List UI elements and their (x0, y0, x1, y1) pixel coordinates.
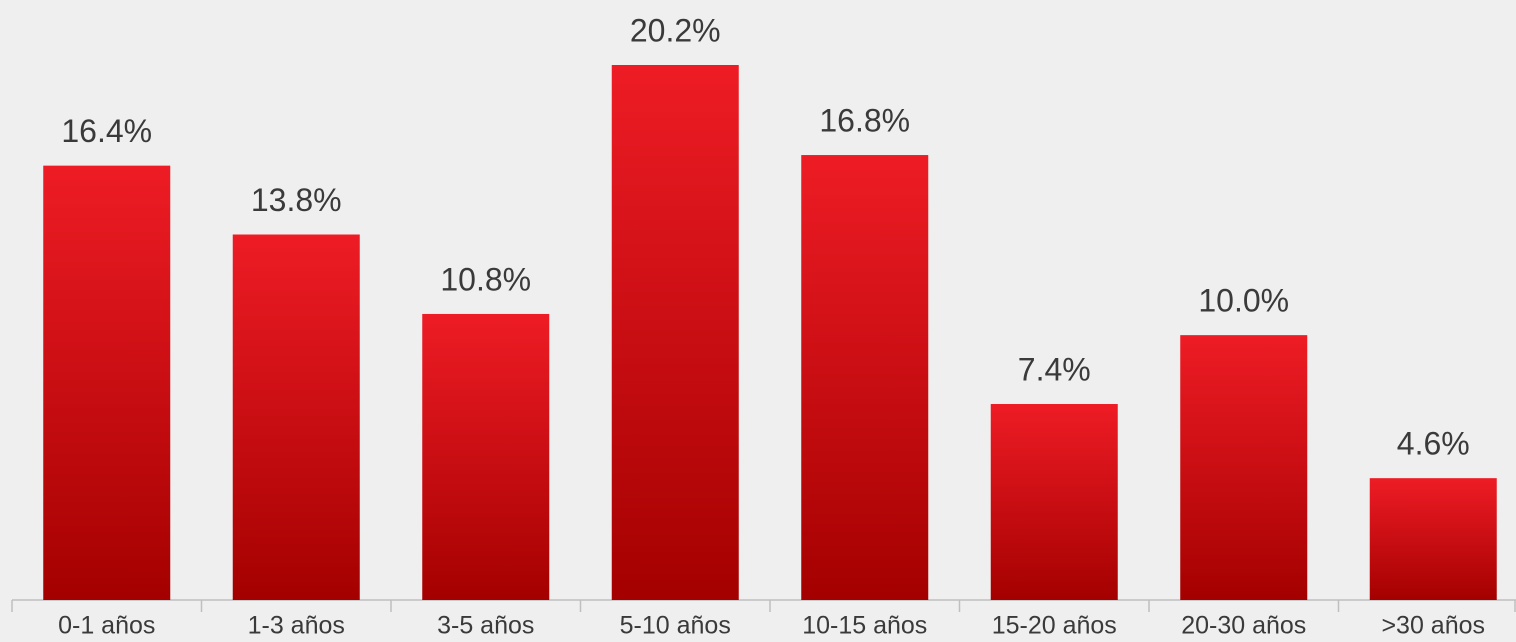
x-tick-label: 5-10 años (620, 612, 731, 640)
data-label: 4.6% (1397, 426, 1470, 462)
data-label: 16.8% (819, 103, 910, 139)
bar (1369, 478, 1497, 600)
bar (990, 404, 1118, 600)
x-tick-label: 10-15 años (802, 612, 927, 640)
data-label: 7.4% (1018, 351, 1091, 387)
bar (232, 234, 360, 600)
data-label: 13.8% (251, 182, 342, 218)
x-tick-label: 15-20 años (992, 612, 1117, 640)
x-tick-label: 0-1 años (58, 612, 155, 640)
x-tick-label: 3-5 años (437, 612, 534, 640)
x-tick-label: 20-30 años (1181, 612, 1306, 640)
bar (422, 313, 550, 600)
data-label: 20.2% (630, 12, 721, 48)
bar (801, 155, 929, 600)
bar (43, 165, 171, 601)
data-label: 10.8% (440, 261, 531, 297)
x-tick-label: 1-3 años (248, 612, 345, 640)
data-label: 16.4% (61, 113, 152, 149)
x-tick-label: >30 años (1381, 612, 1485, 640)
bar (611, 65, 739, 600)
data-label: 10.0% (1198, 283, 1289, 319)
bar (1180, 335, 1308, 600)
